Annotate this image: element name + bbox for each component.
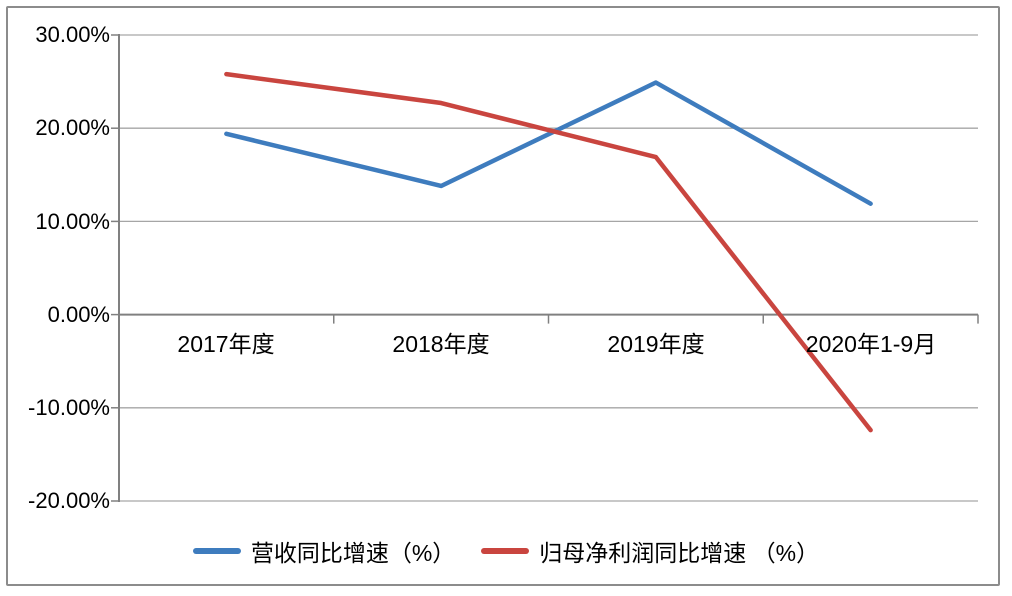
x-axis-category-label: 2018年度 <box>392 331 490 357</box>
legend-label: 营收同比增速（%） <box>250 540 456 566</box>
y-axis-tick-label: 0.00% <box>47 302 110 327</box>
legend-label: 归母净利润同比增速 （%） <box>539 540 820 566</box>
x-axis-category-label: 2019年度 <box>607 331 705 357</box>
y-axis-tick-label: -20.00% <box>28 488 110 513</box>
y-axis-tick-label: -10.00% <box>28 395 110 420</box>
x-axis-category-label: 2020年1-9月 <box>805 331 937 357</box>
y-axis-tick-label: 10.00% <box>35 209 110 234</box>
legend: 营收同比增速（%） 归母净利润同比增速 （%） <box>0 534 1012 568</box>
y-axis-tick-label: 30.00% <box>35 22 110 47</box>
legend-line-swatch-blue <box>192 548 241 554</box>
legend-item-net-profit-growth: 归母净利润同比增速 （%） <box>481 534 819 568</box>
x-axis-category-label: 2017年度 <box>177 331 275 357</box>
chart-outer-border <box>6 6 1000 586</box>
y-axis-tick-label: 20.00% <box>35 115 110 140</box>
legend-line-swatch-red <box>481 548 530 554</box>
legend-item-revenue-growth: 营收同比增速（%） <box>192 534 456 568</box>
